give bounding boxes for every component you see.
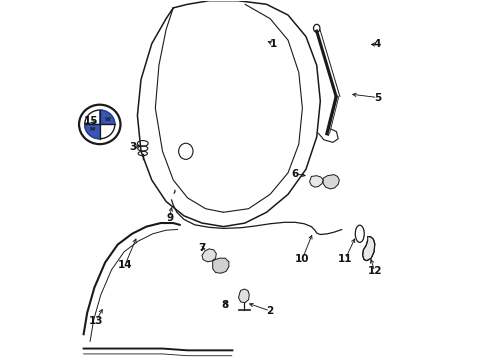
Polygon shape <box>239 289 249 303</box>
Text: 8: 8 <box>221 300 229 310</box>
Polygon shape <box>363 237 375 261</box>
Text: 13: 13 <box>89 316 103 325</box>
Text: 15: 15 <box>84 116 99 126</box>
Polygon shape <box>85 125 100 139</box>
Text: 14: 14 <box>118 260 132 270</box>
Text: 11: 11 <box>338 254 353 264</box>
Text: W: W <box>104 117 110 122</box>
Text: 2: 2 <box>267 306 274 316</box>
Polygon shape <box>310 176 323 187</box>
Text: 10: 10 <box>295 254 310 264</box>
Text: 5: 5 <box>374 93 381 103</box>
Text: B: B <box>90 117 94 122</box>
Polygon shape <box>213 258 229 273</box>
Text: 9: 9 <box>166 213 173 222</box>
Polygon shape <box>202 249 216 262</box>
Text: 4: 4 <box>374 40 381 49</box>
Text: 1: 1 <box>270 39 277 49</box>
Polygon shape <box>100 110 115 125</box>
Text: 3: 3 <box>129 142 137 152</box>
Text: M: M <box>90 127 95 132</box>
Polygon shape <box>323 175 339 189</box>
Text: 6: 6 <box>292 168 299 179</box>
Text: 7: 7 <box>198 243 206 253</box>
Text: 12: 12 <box>368 266 382 276</box>
